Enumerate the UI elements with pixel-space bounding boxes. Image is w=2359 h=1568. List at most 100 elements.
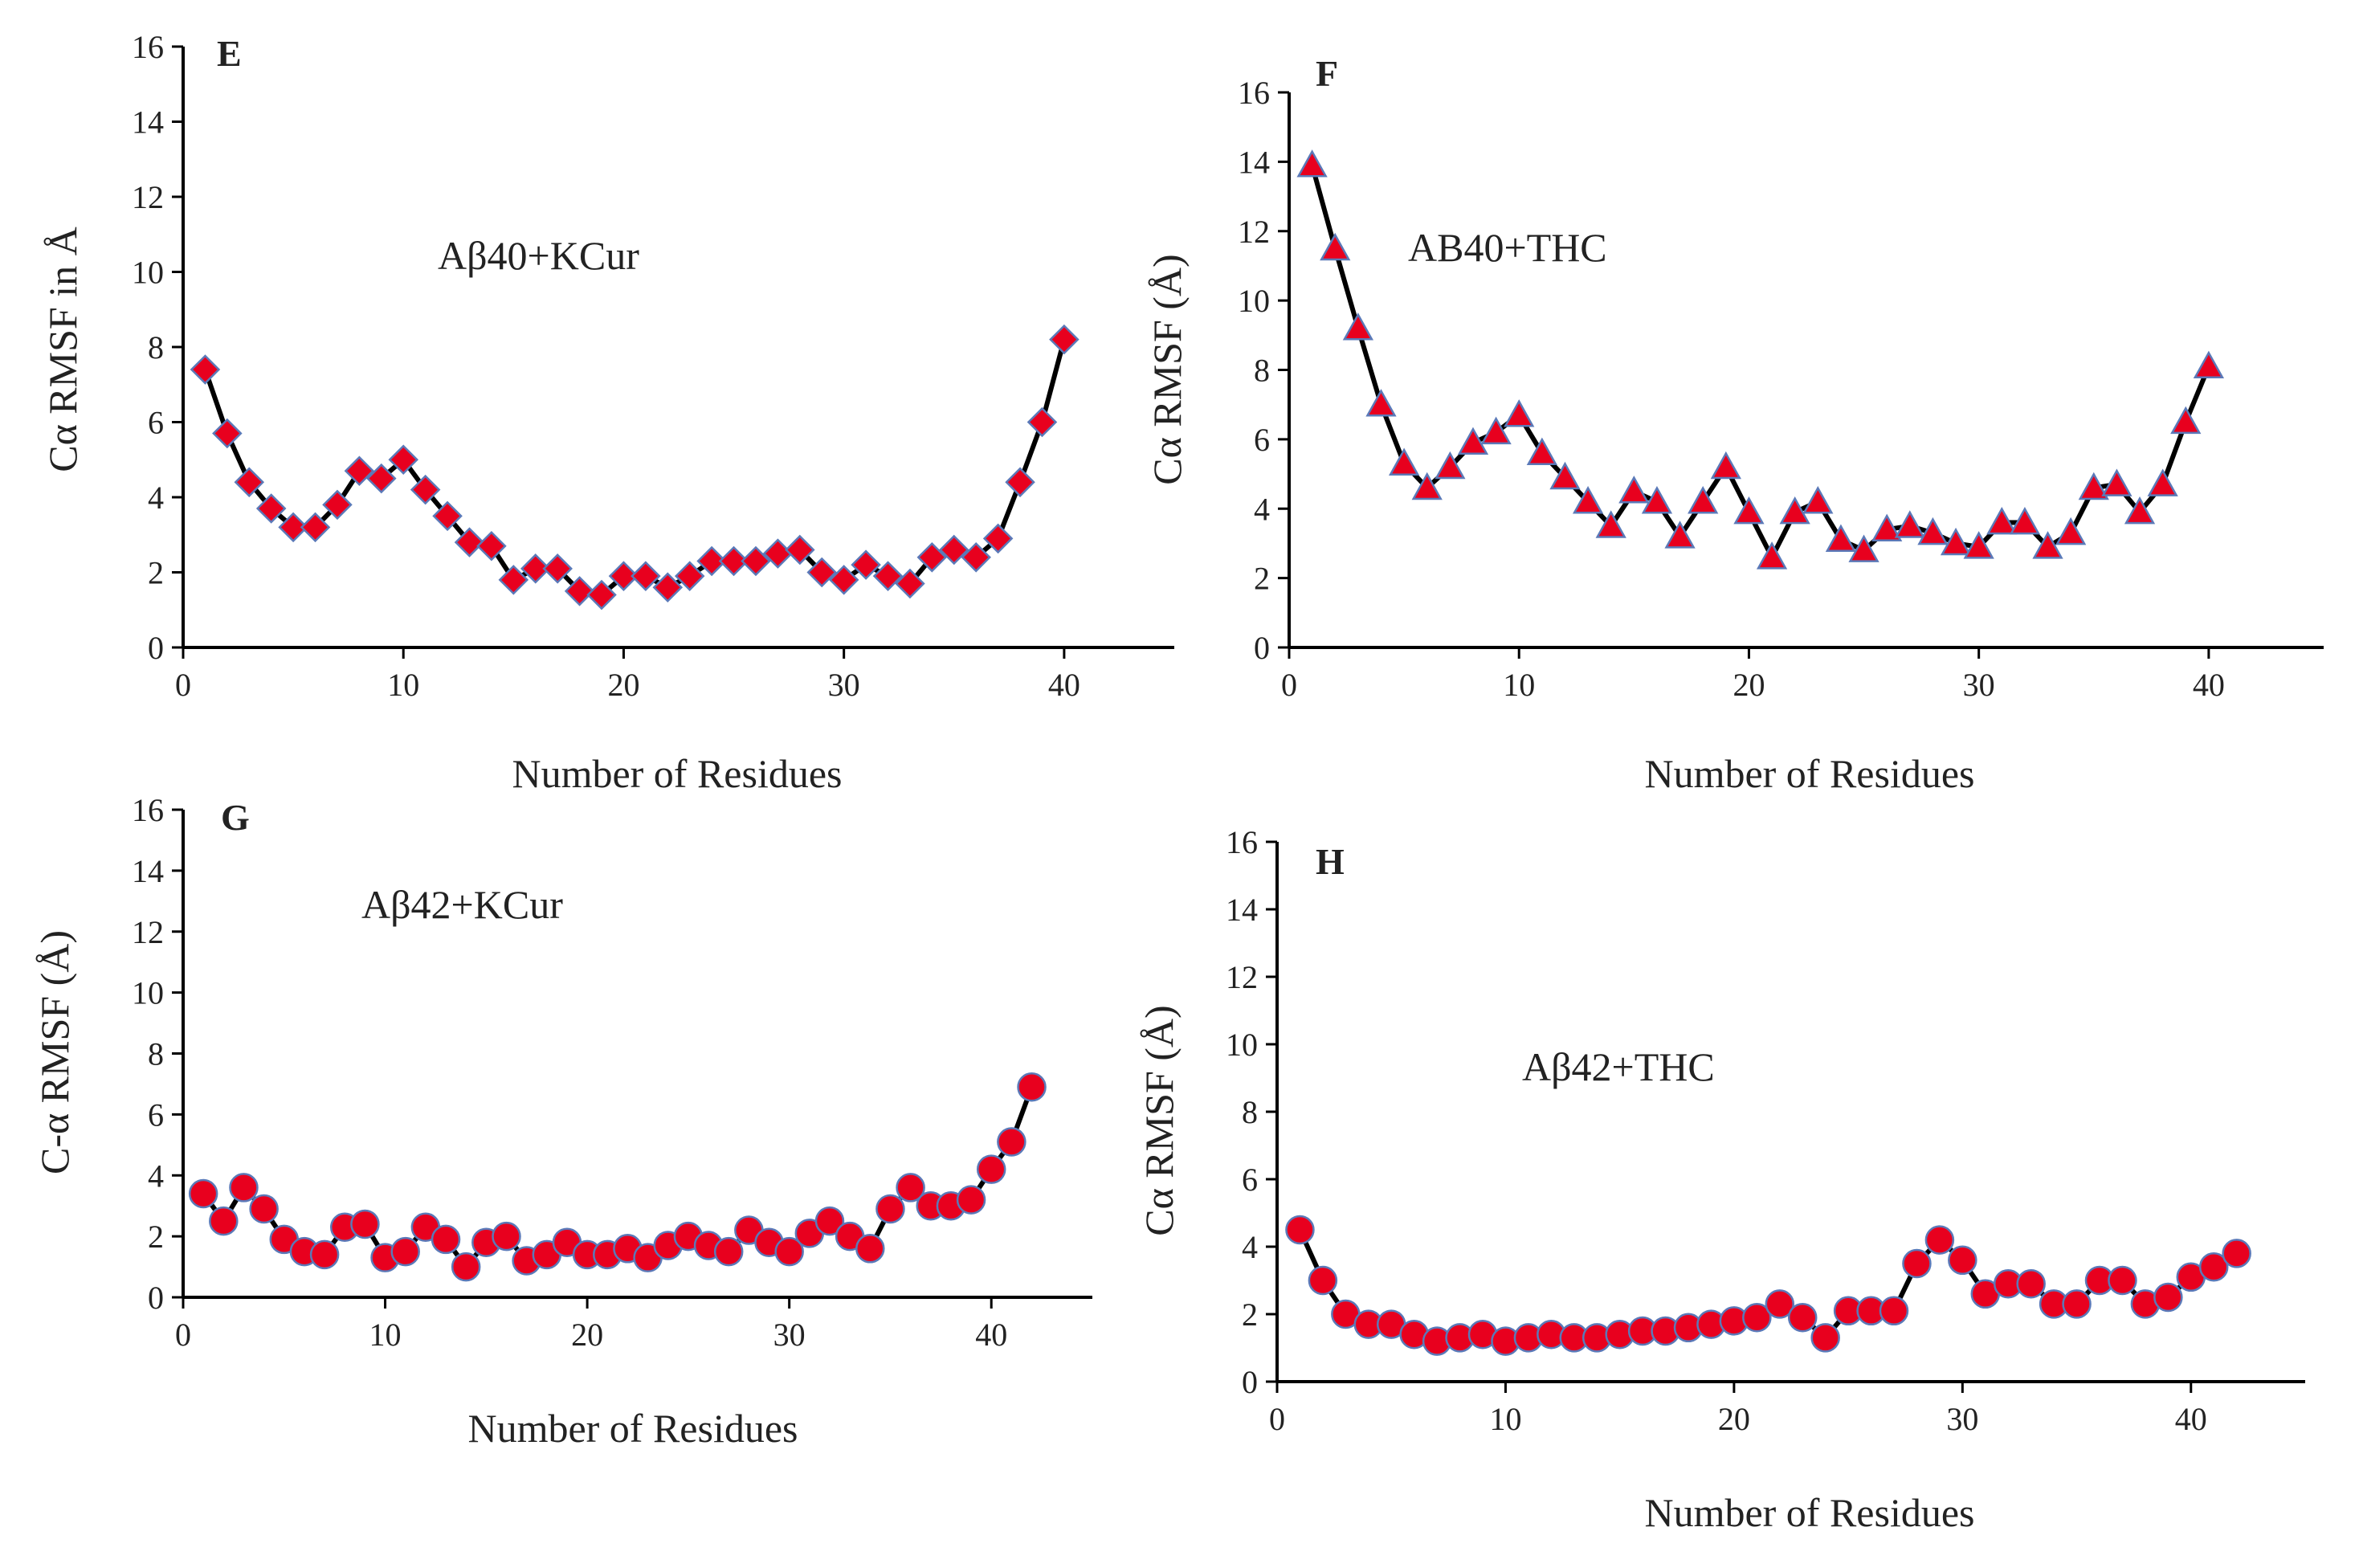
chart-g-y-tick-label: 10 [132, 975, 164, 1011]
chart-f-data-point [1756, 541, 1788, 570]
chart-f-data-point [1388, 447, 1420, 476]
chart-f-data-point [1480, 416, 1512, 445]
chart-h-data-point [1742, 1302, 1772, 1333]
chart-f-data-point [1595, 510, 1626, 538]
chart-g-x-tick-label: 20 [571, 1317, 603, 1353]
chart-f-data-point [1457, 427, 1489, 455]
chart-e-data-point [322, 489, 353, 521]
chart-e-y-tick-label: 10 [132, 255, 164, 291]
chart-f-data-point [1963, 531, 1994, 559]
chart-g-y-tick-label: 4 [148, 1158, 164, 1194]
chart-e-data-point [366, 463, 397, 494]
chart-h-y-tick-label: 2 [1242, 1296, 1258, 1333]
chart-g-panel-letter: G [221, 797, 250, 838]
chart-g-x-tick-label: 0 [175, 1317, 191, 1353]
chart-e-data-point [278, 512, 308, 543]
chart-f-data-point [1986, 506, 2018, 535]
chart-h-data-point [1902, 1248, 1932, 1279]
chart-f-data-point [1894, 510, 1925, 538]
chart-h-y-tick-label: 10 [1226, 1027, 1258, 1063]
chart-h-data-point [2198, 1252, 2229, 1282]
chart-g-data-point [492, 1221, 521, 1252]
chart-panel-h: 0 2 4 6 8 10 12 14 16 0 10 20 30 40 H Aβ42+THC Number… [1137, 824, 2305, 1535]
chart-e-data-point [410, 474, 441, 505]
chart-g-data-point [814, 1206, 845, 1236]
chart-e-ylabel: Cα RMSF in Å [40, 227, 85, 472]
chart-f-data-point [2124, 496, 2156, 525]
chart-e-data-point [895, 568, 925, 599]
chart-e-y-tick-label: 2 [148, 555, 164, 591]
chart-f-data-point [1802, 486, 1834, 514]
chart-f-data-point [1365, 389, 1397, 417]
chart-e-data-point [828, 565, 859, 595]
chart-f-data-point [1917, 517, 1949, 545]
chart-e-data-point [806, 557, 838, 588]
chart-h-ylabel: Cα RMSF (Å) [1137, 1005, 1182, 1235]
chart-e-axes: 0 2 4 6 8 10 12 14 16 0 10 20 30 40 [132, 29, 1174, 703]
chart-e-data-point [300, 512, 331, 543]
chart-g-y-tick-label: 12 [132, 914, 164, 950]
chart-f-data-point [1342, 312, 1373, 341]
chart-e-data-point [190, 354, 221, 385]
chart-g-data-point [451, 1252, 481, 1282]
chart-f-data-point [1435, 451, 1466, 480]
chart-g-data-point [390, 1236, 420, 1267]
chart-f-data-point [2147, 468, 2178, 496]
chart-f-y-tick-label: 14 [1238, 144, 1270, 180]
chart-f-x-tick-label: 0 [1281, 667, 1297, 703]
chart-e-series [190, 324, 1080, 610]
chart-g-y-tick-label: 6 [148, 1096, 164, 1133]
chart-f-y-tick-label: 6 [1254, 422, 1270, 458]
chart-e-data-point [586, 579, 617, 610]
chart-h-axes: 0 2 4 6 8 10 12 14 16 0 10 20 30 40 [1226, 824, 2305, 1437]
chart-e-xlabel: Number of Residues [512, 751, 842, 796]
chart-h-x-tick-label: 20 [1718, 1401, 1750, 1437]
chart-f-x-tick-label: 10 [1503, 667, 1535, 703]
chart-g-data-point [249, 1194, 279, 1224]
chart-h-data-point [1879, 1296, 1909, 1326]
chart-f-data-point [1641, 486, 1673, 514]
chart-g-ylabel: C-α RMSF (Å) [32, 930, 77, 1174]
chart-g-data-point [956, 1185, 986, 1215]
chart-e-data-point [498, 565, 529, 595]
chart-h-data-point [2222, 1239, 2251, 1268]
chart-e-y-tick-label: 8 [148, 329, 164, 365]
chart-e-data-point [982, 523, 1014, 554]
chart-e-data-point [255, 493, 287, 524]
chart-h-y-tick-label: 6 [1242, 1162, 1258, 1198]
chart-f-y-tick-label: 0 [1254, 630, 1270, 666]
chart-g-data-point [309, 1239, 340, 1270]
chart-e-data-point [718, 545, 749, 577]
chart-g-x-tick-label: 30 [773, 1317, 806, 1353]
chart-panel-e: 0 2 4 6 8 10 12 14 16 0 10 20 30 40 E Aβ40+KCur Numbe… [40, 29, 1174, 796]
chart-e-panel-letter: E [217, 33, 242, 74]
chart-e-x-tick-label: 20 [607, 667, 639, 703]
chart-e-data-point [608, 561, 639, 591]
chart-e-data-point [388, 444, 418, 476]
chart-h-series [1285, 1215, 2251, 1356]
chart-g-y-tick-label: 0 [148, 1280, 164, 1316]
chart-f-data-point [1848, 534, 1879, 562]
chart-f-x-tick-label: 20 [1733, 667, 1765, 703]
chart-f-data-point [2009, 506, 2041, 535]
chart-f-y-tick-label: 4 [1254, 491, 1270, 527]
chart-g-data-point [1017, 1072, 1047, 1102]
chart-e-data-point [1049, 324, 1080, 355]
chart-f-series-line [1309, 164, 2211, 560]
chart-g-data-point [855, 1234, 885, 1264]
chart-h-data-point [1948, 1245, 1977, 1276]
chart-e-data-point [961, 542, 991, 573]
chart-f-y-tick-label: 2 [1254, 561, 1270, 597]
chart-h-x-tick-label: 30 [1946, 1401, 1978, 1437]
chart-f-data-point [1664, 521, 1696, 549]
chart-f-y-tick-label: 12 [1238, 214, 1270, 250]
chart-g-y-tick-label: 16 [132, 792, 164, 828]
chart-g-data-point [774, 1236, 804, 1267]
chart-h-data-point [1810, 1323, 1840, 1353]
chart-g-data-point [976, 1154, 1006, 1184]
chart-f-data-point [1710, 451, 1741, 480]
chart-g-y-tick-label: 14 [132, 853, 164, 889]
chart-f-y-tick-label: 16 [1238, 75, 1270, 111]
chart-h-xlabel: Number of Residues [1644, 1490, 1974, 1535]
